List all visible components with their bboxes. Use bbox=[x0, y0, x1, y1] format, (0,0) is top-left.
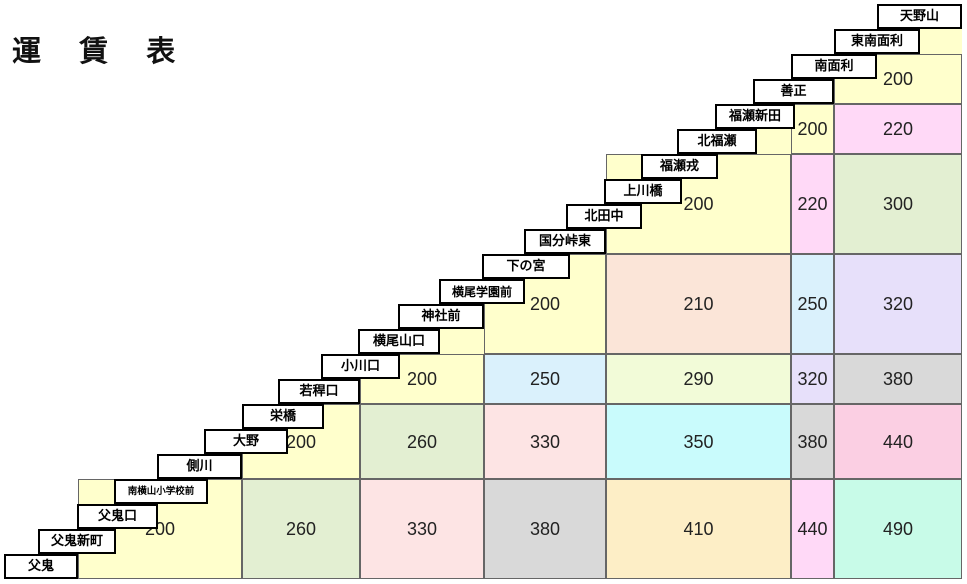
stop-label: 小川口 bbox=[321, 354, 400, 379]
stop-label: 国分峠東 bbox=[524, 229, 606, 254]
fare-cell: 200 bbox=[360, 354, 484, 404]
stop-label: 若稈口 bbox=[278, 379, 360, 404]
fare-background bbox=[757, 129, 791, 154]
stop-label: 側川 bbox=[157, 454, 242, 479]
stop-label: 父鬼新町 bbox=[38, 529, 116, 554]
fare-cell: 410 bbox=[606, 479, 791, 579]
stop-label: 善正 bbox=[753, 79, 834, 104]
stop-label: 東南面利 bbox=[834, 29, 920, 54]
fare-cell: 490 bbox=[834, 479, 962, 579]
fare-cell: 380 bbox=[834, 354, 962, 404]
stop-label: 上川橋 bbox=[604, 179, 682, 204]
stop-label: 北田中 bbox=[566, 204, 642, 229]
stop-label: 下の宮 bbox=[482, 254, 570, 279]
fare-cell: 320 bbox=[834, 254, 962, 354]
stop-label: 北福瀬 bbox=[677, 129, 757, 154]
fare-cell: 440 bbox=[791, 479, 834, 579]
fare-background bbox=[440, 329, 484, 354]
stop-label: 福瀬戎 bbox=[641, 154, 718, 179]
fare-cell: 250 bbox=[484, 354, 606, 404]
fare-cell: 300 bbox=[834, 154, 962, 254]
stop-label: 神社前 bbox=[398, 304, 484, 329]
stop-label: 大野 bbox=[204, 429, 288, 454]
fare-cell: 250 bbox=[791, 254, 834, 354]
stop-label: 父鬼 bbox=[4, 554, 78, 579]
fare-cell: 260 bbox=[360, 404, 484, 479]
fare-cell: 440 bbox=[834, 404, 962, 479]
stop-label: 天野山 bbox=[877, 4, 962, 29]
stop-label: 横尾学園前 bbox=[439, 279, 525, 304]
fare-cell: 380 bbox=[791, 404, 834, 479]
page-title: 運 賃 表 bbox=[12, 34, 190, 68]
fare-cell: 330 bbox=[360, 479, 484, 579]
fare-cell: 260 bbox=[242, 479, 360, 579]
fare-cell: 220 bbox=[791, 154, 834, 254]
fare-cell: 290 bbox=[606, 354, 791, 404]
fare-cell: 320 bbox=[791, 354, 834, 404]
fare-cell: 330 bbox=[484, 404, 606, 479]
stop-label: 横尾山口 bbox=[358, 329, 440, 354]
fare-cell: 210 bbox=[606, 254, 791, 354]
fare-cell: 220 bbox=[834, 104, 962, 154]
fare-cell: 200 bbox=[791, 104, 834, 154]
stop-label: 栄橋 bbox=[242, 404, 324, 429]
fare-cell: 380 bbox=[484, 479, 606, 579]
stop-label: 南横山小学校前 bbox=[114, 479, 208, 504]
fare-cell: 350 bbox=[606, 404, 791, 479]
stop-label: 南面利 bbox=[791, 54, 877, 79]
stop-label: 父鬼口 bbox=[77, 504, 158, 529]
stop-label: 福瀬新田 bbox=[715, 104, 795, 129]
